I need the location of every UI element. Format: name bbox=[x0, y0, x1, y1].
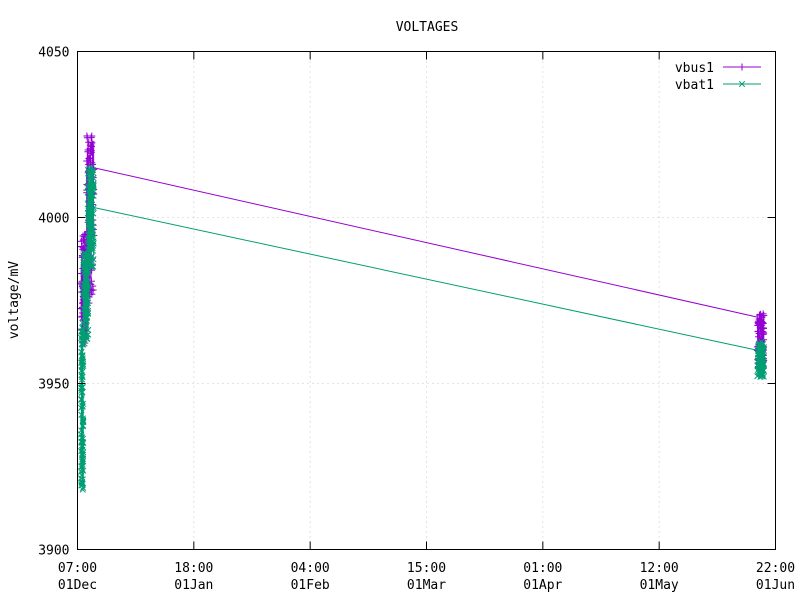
series-vbat1 bbox=[77, 164, 768, 493]
legend-label: vbat1 bbox=[675, 78, 714, 93]
y-axis-label: voltage/mV bbox=[7, 261, 22, 339]
data-point bbox=[81, 340, 88, 347]
grid bbox=[77, 51, 776, 550]
data-layer bbox=[77, 132, 768, 493]
x-tick-label-date: 01Jan bbox=[174, 578, 213, 593]
x-tick-label-date: 01May bbox=[640, 578, 679, 593]
cluster-trace bbox=[87, 164, 95, 265]
data-point bbox=[754, 373, 761, 380]
x-tick-label-date: 01Mar bbox=[407, 578, 446, 593]
x-tick-label-time: 22:00 bbox=[756, 561, 795, 576]
series-line bbox=[93, 207, 758, 351]
data-point bbox=[738, 80, 746, 88]
x-tick-label-time: 01:00 bbox=[523, 561, 562, 576]
data-point bbox=[738, 63, 746, 71]
legend-label: vbus1 bbox=[675, 61, 714, 76]
cluster-trace bbox=[756, 341, 765, 377]
x-tick-label-date: 01Feb bbox=[291, 578, 330, 593]
legend-entry-vbat1: vbat1 bbox=[675, 78, 761, 93]
x-tick-label-time: 12:00 bbox=[640, 561, 679, 576]
data-point bbox=[85, 260, 92, 268]
axis-ticks: 3900 3950 4000 4050 07:00 01Dec 18:00 01Jan 04:0… bbox=[38, 46, 795, 594]
x-tick-label-date: 01Jun bbox=[756, 578, 795, 593]
legend: vbus1 vbat1 bbox=[675, 61, 761, 93]
y-tick-label: 4050 bbox=[38, 46, 69, 61]
data-point bbox=[85, 138, 93, 146]
x-tick-label-date: 01Dec bbox=[58, 578, 97, 593]
y-tick-label: 4000 bbox=[38, 212, 69, 227]
data-point bbox=[79, 486, 86, 493]
legend-entry-vbus1: vbus1 bbox=[675, 61, 761, 76]
x-tick-label-time: 15:00 bbox=[407, 561, 446, 576]
data-point bbox=[87, 134, 95, 142]
x-tick-label-date: 01Apr bbox=[523, 578, 562, 593]
y-tick-label: 3900 bbox=[38, 544, 69, 559]
x-tick-label-time: 18:00 bbox=[174, 561, 213, 576]
data-point bbox=[89, 286, 97, 294]
data-point bbox=[79, 232, 87, 240]
y-tick-label: 3950 bbox=[38, 378, 69, 393]
x-tick-label-time: 07:00 bbox=[58, 561, 97, 576]
data-point bbox=[78, 243, 86, 251]
chart-title: VOLTAGES bbox=[396, 20, 459, 35]
cluster-trace bbox=[80, 324, 84, 487]
series-line bbox=[93, 167, 758, 318]
x-tick-label-time: 04:00 bbox=[291, 561, 330, 576]
cluster-trace bbox=[82, 253, 89, 340]
